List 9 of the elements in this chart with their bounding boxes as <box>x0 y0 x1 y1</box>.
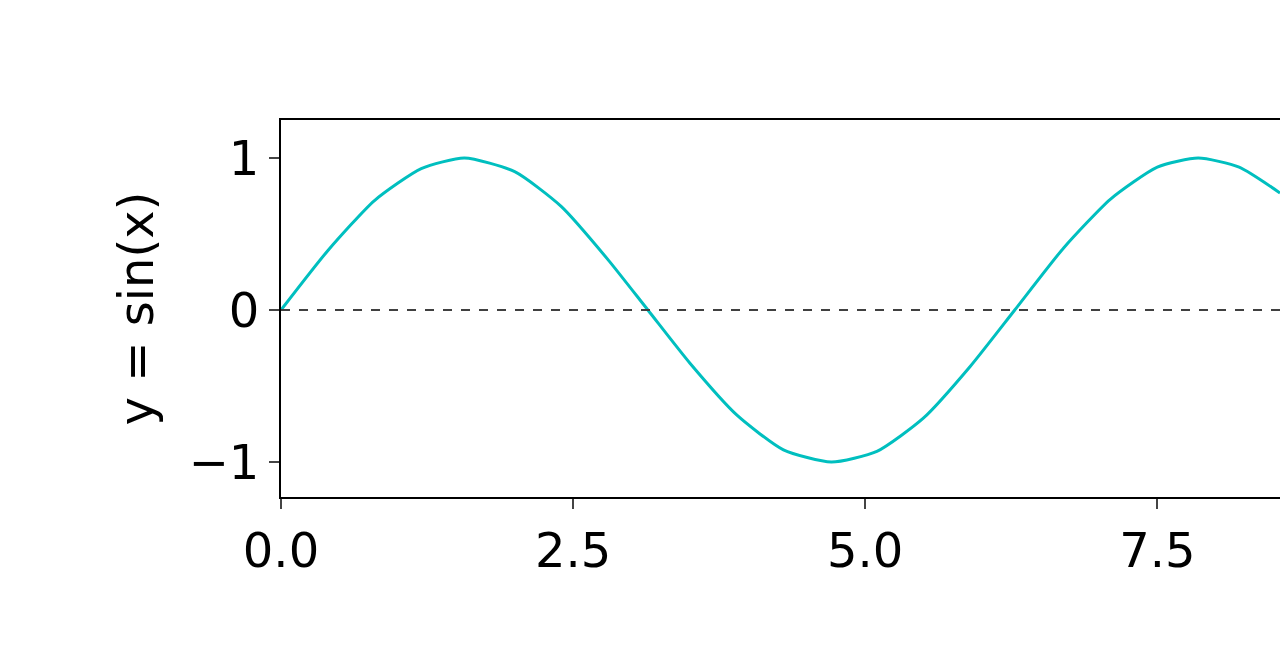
x-tick-label: 5.0 <box>827 521 904 578</box>
y-axis-title: y = sin(x) <box>107 191 164 426</box>
x-tick-label: 2.5 <box>534 521 612 578</box>
x-tick-label: 7.5 <box>1119 521 1196 578</box>
y-tick-label: 0 <box>228 281 260 338</box>
x-tick-label: 0.0 <box>242 521 320 578</box>
y-tick-label: −1 <box>188 433 260 490</box>
line-series <box>281 156 1280 464</box>
y-tick-label: 1 <box>228 129 260 186</box>
